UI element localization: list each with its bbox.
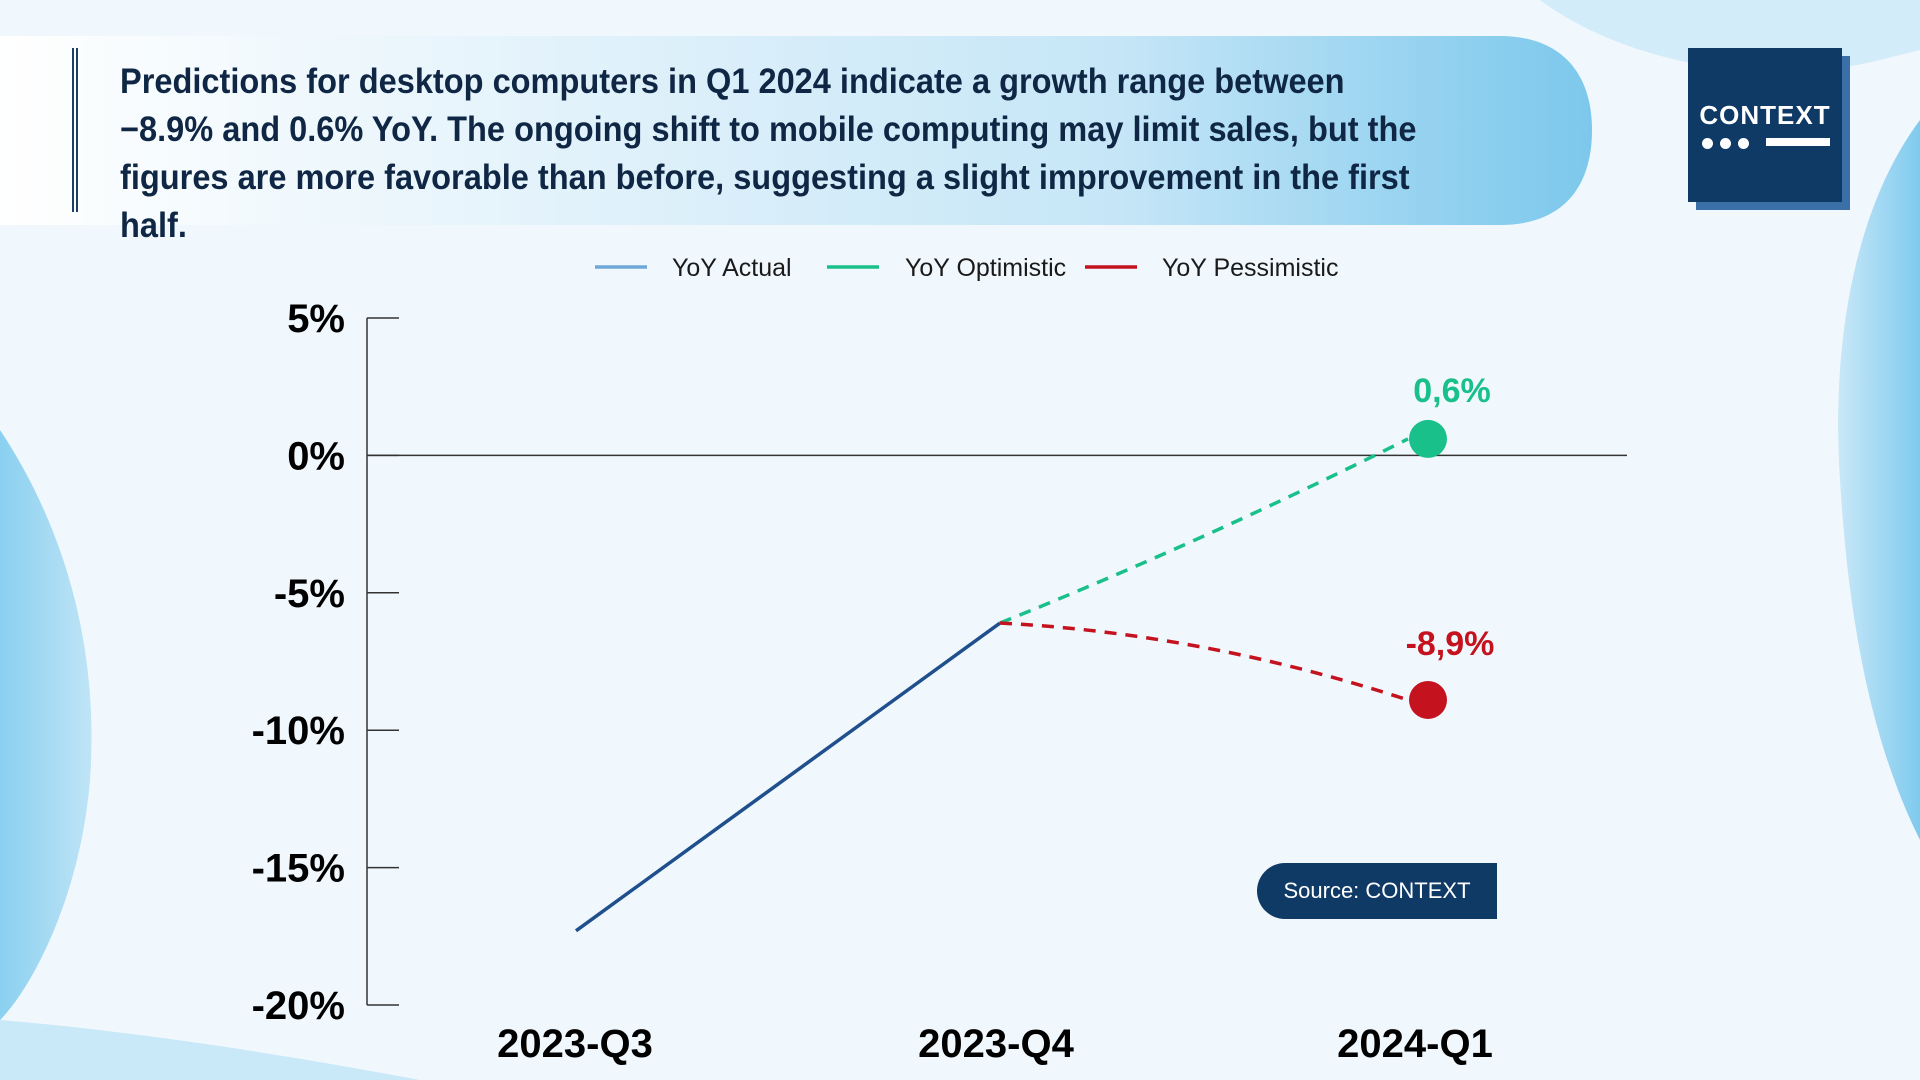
y-tick-label: -10%: [252, 709, 345, 753]
y-tick-label: -15%: [252, 847, 345, 891]
headline-accent-bar: [72, 48, 78, 212]
y-tick-label: -5%: [274, 572, 345, 616]
series-line-yoy-pessimistic: [999, 621, 1409, 702]
context-logo: CONTEXT: [1688, 48, 1842, 202]
source-badge: Source: CONTEXT: [1257, 863, 1497, 919]
logo-dots: [1702, 136, 1756, 154]
legend-yoy-optimistic-label: YoY Optimistic: [905, 254, 1066, 282]
series-line-yoy-actual: [574, 621, 1002, 933]
x-tick-label: 2023-Q4: [918, 1022, 1074, 1066]
headline-text: Predictions for desktop computers in Q1 …: [120, 62, 1417, 245]
point-optimistic-2024-q1: [1409, 419, 1447, 458]
series-line-yoy-optimistic: [999, 437, 1409, 625]
data-label-optimistic: 0,6%: [1413, 372, 1491, 410]
y-tick-label: 0%: [287, 434, 345, 478]
x-tick-label: 2024-Q1: [1337, 1022, 1493, 1066]
legend-yoy-actual-label: YoY Actual: [672, 254, 792, 282]
logo-text: CONTEXT: [1699, 100, 1831, 130]
legend-yoy-pessimistic-label: YoY Pessimistic: [1162, 254, 1338, 282]
data-label-pessimistic: -8,9%: [1406, 625, 1495, 663]
logo-underline: [1766, 138, 1830, 146]
y-tick-label: -20%: [252, 984, 345, 1028]
point-pessimistic-2024-q1: [1409, 680, 1447, 719]
y-tick-label: 5%: [287, 297, 345, 341]
x-tick-label: 2023-Q3: [497, 1022, 653, 1066]
